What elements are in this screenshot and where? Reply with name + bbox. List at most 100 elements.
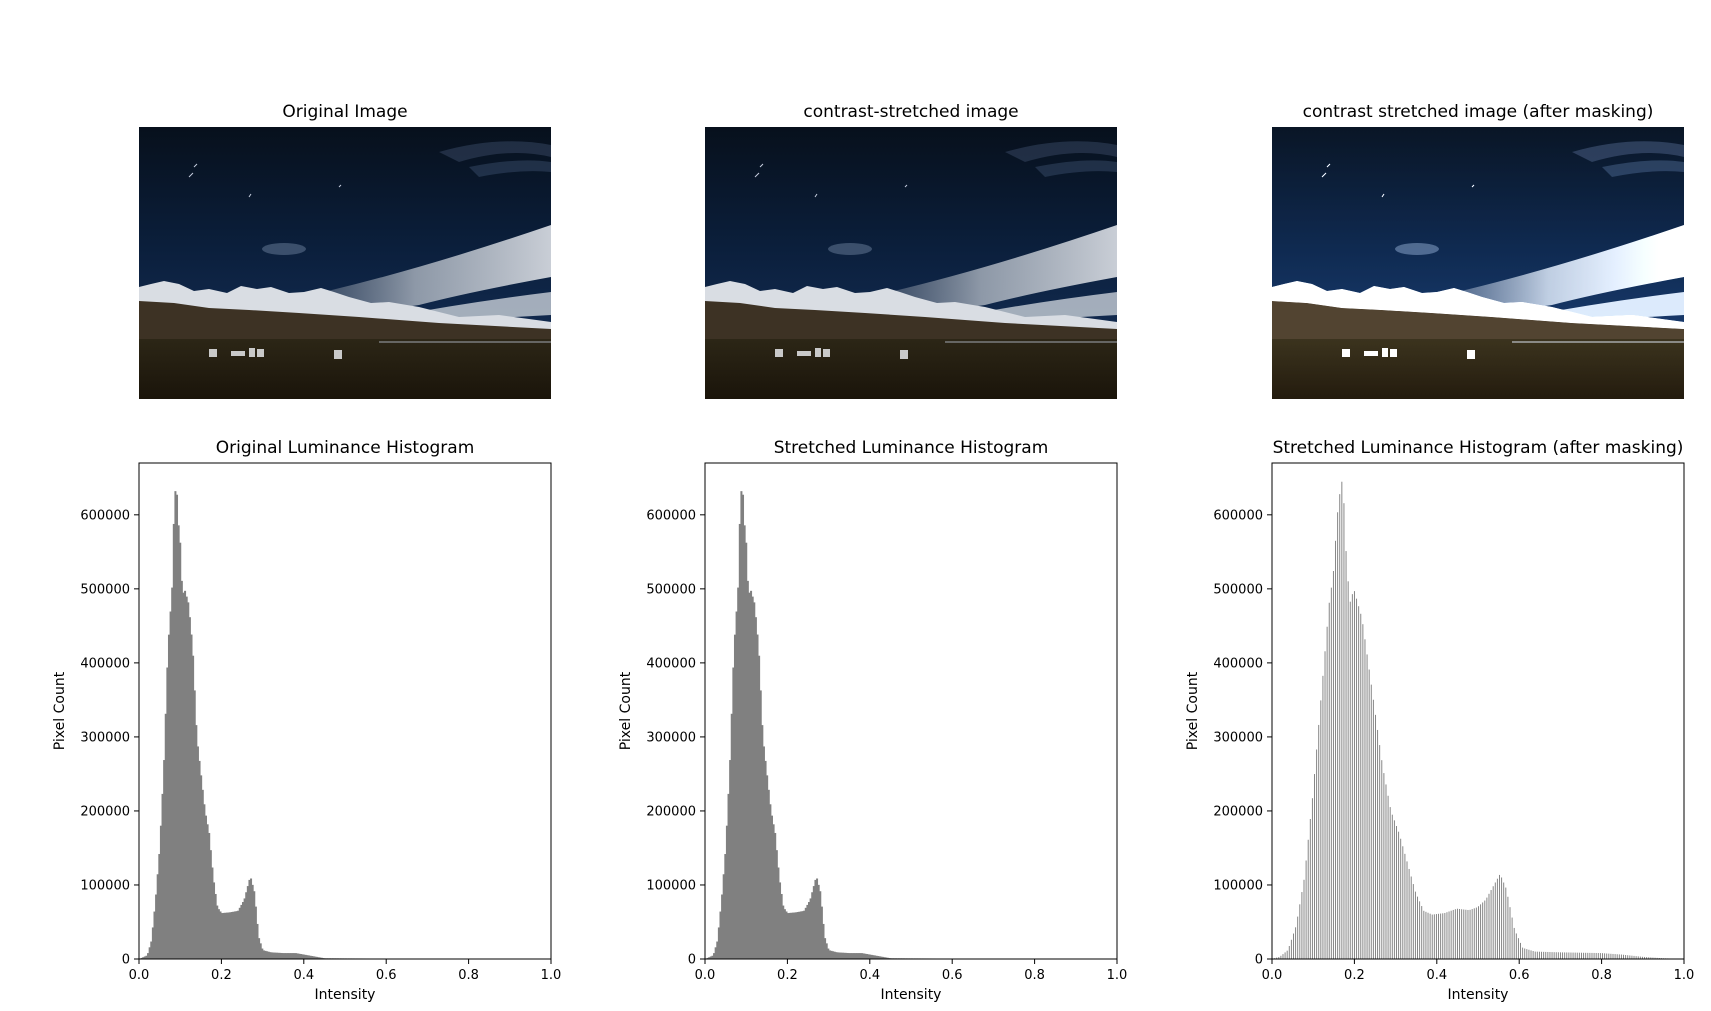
x-tick-label: 0.8 (1591, 968, 1612, 983)
histogram-bar (1402, 846, 1404, 959)
histogram-bar (735, 611, 738, 959)
histogram-bar (878, 956, 881, 959)
histogram-bar (148, 947, 151, 959)
histogram-bar (151, 927, 154, 959)
histogram-bar (304, 954, 307, 959)
y-tick-label: 400000 (1213, 656, 1263, 671)
histogram-bar (163, 760, 166, 959)
y-tick-label: 200000 (646, 804, 696, 819)
histogram-bar (838, 952, 841, 959)
histogram-bar (729, 760, 732, 959)
histogram-bar (1576, 952, 1578, 959)
histogram-bar (1578, 952, 1580, 959)
histogram-bar (242, 902, 245, 959)
histogram-bar (1379, 745, 1381, 959)
histogram-bar (819, 891, 822, 959)
histogram-bar (722, 874, 725, 959)
histogram-stretched-masked: Stretched Luminance Histogram (after mas… (1185, 438, 1694, 1003)
histogram-bar (275, 952, 278, 959)
histogram-bar (1465, 909, 1467, 959)
histogram-bar (1307, 839, 1309, 959)
histogram-bar (167, 634, 170, 959)
histogram-bar (227, 912, 230, 959)
histogram-bar (267, 951, 270, 959)
histogram-bar (811, 892, 814, 959)
histogram-bar (180, 580, 183, 959)
histogram-bar (230, 912, 233, 959)
histogram-bar (235, 911, 238, 959)
histogram-bar (772, 824, 775, 959)
histogram-bar (155, 894, 158, 959)
histogram-bar (725, 825, 728, 959)
histogram-bar (1320, 700, 1322, 959)
histogram-bar (150, 941, 153, 959)
histogram-bar (862, 953, 865, 959)
histogram-bar (864, 953, 867, 959)
histogram-bar (1456, 908, 1458, 959)
histogram-bar (1511, 917, 1513, 959)
histogram-bar (320, 957, 323, 959)
histogram-bar (177, 525, 180, 959)
histogram-bar (287, 953, 290, 959)
histogram-bar (1427, 912, 1429, 959)
histogram-bar (1509, 907, 1511, 959)
histogram-bar (1366, 654, 1368, 959)
histogram-bar (1414, 891, 1416, 959)
histogram-bar (1501, 877, 1503, 959)
y-tick-label: 400000 (80, 656, 130, 671)
x-tick-label: 0.0 (1262, 968, 1283, 983)
histogram-bar (804, 907, 807, 959)
histogram-bar (777, 867, 780, 959)
histogram-bar (1412, 884, 1414, 959)
histogram-bar (1293, 933, 1294, 959)
histogram-bar (764, 760, 767, 959)
histogram-bar (1389, 807, 1391, 959)
histogram-bar (814, 879, 817, 959)
y-tick-label: 100000 (1213, 878, 1263, 893)
histogram-bar (1553, 952, 1555, 959)
histogram-bar (1597, 953, 1599, 959)
histogram-bar (1499, 874, 1500, 959)
histogram-bar (1581, 952, 1582, 959)
histogram-bar (240, 904, 243, 959)
histogram-bar (793, 912, 796, 959)
histogram-bar (184, 590, 187, 959)
histogram-bar (846, 952, 849, 959)
histogram-bar (159, 825, 162, 959)
histogram-bar (262, 950, 265, 959)
histogram-bar (827, 948, 830, 959)
x-tick-label: 0.2 (211, 968, 232, 983)
histogram-bar (779, 882, 782, 959)
plot-frame (704, 462, 1118, 960)
histogram-bar (1488, 893, 1490, 959)
histogram-bar (1368, 669, 1370, 959)
histogram-bar (238, 907, 241, 959)
histogram-bar (1438, 913, 1440, 959)
histogram-bar (188, 617, 191, 959)
histogram-bar (1305, 860, 1307, 959)
masked-stretched-image (1272, 127, 1684, 399)
histogram-bar (1469, 909, 1471, 959)
histogram-bar (1290, 939, 1292, 959)
histogram-bar (145, 955, 148, 959)
histogram-bar (1494, 882, 1496, 959)
histogram-bar (1356, 598, 1358, 959)
histogram-bar (208, 832, 211, 959)
histogram-bar (272, 952, 275, 959)
histogram-bar (1324, 651, 1326, 959)
histogram-bar (290, 953, 293, 959)
histogram-bar (840, 952, 843, 959)
histogram-bars (705, 491, 1115, 960)
histogram-bar (1480, 904, 1482, 959)
histogram-bar (246, 886, 249, 959)
histogram-bar (283, 953, 286, 959)
histogram-bar (1625, 954, 1627, 959)
histogram-bar (856, 953, 859, 959)
histogram-bar (1515, 933, 1517, 959)
histogram-bar (174, 491, 177, 959)
histogram-bar (296, 953, 299, 959)
histogram-bar (1343, 503, 1345, 959)
histogram-bar (782, 905, 785, 959)
histogram-bar (1328, 602, 1330, 959)
histogram-bar (769, 804, 772, 959)
